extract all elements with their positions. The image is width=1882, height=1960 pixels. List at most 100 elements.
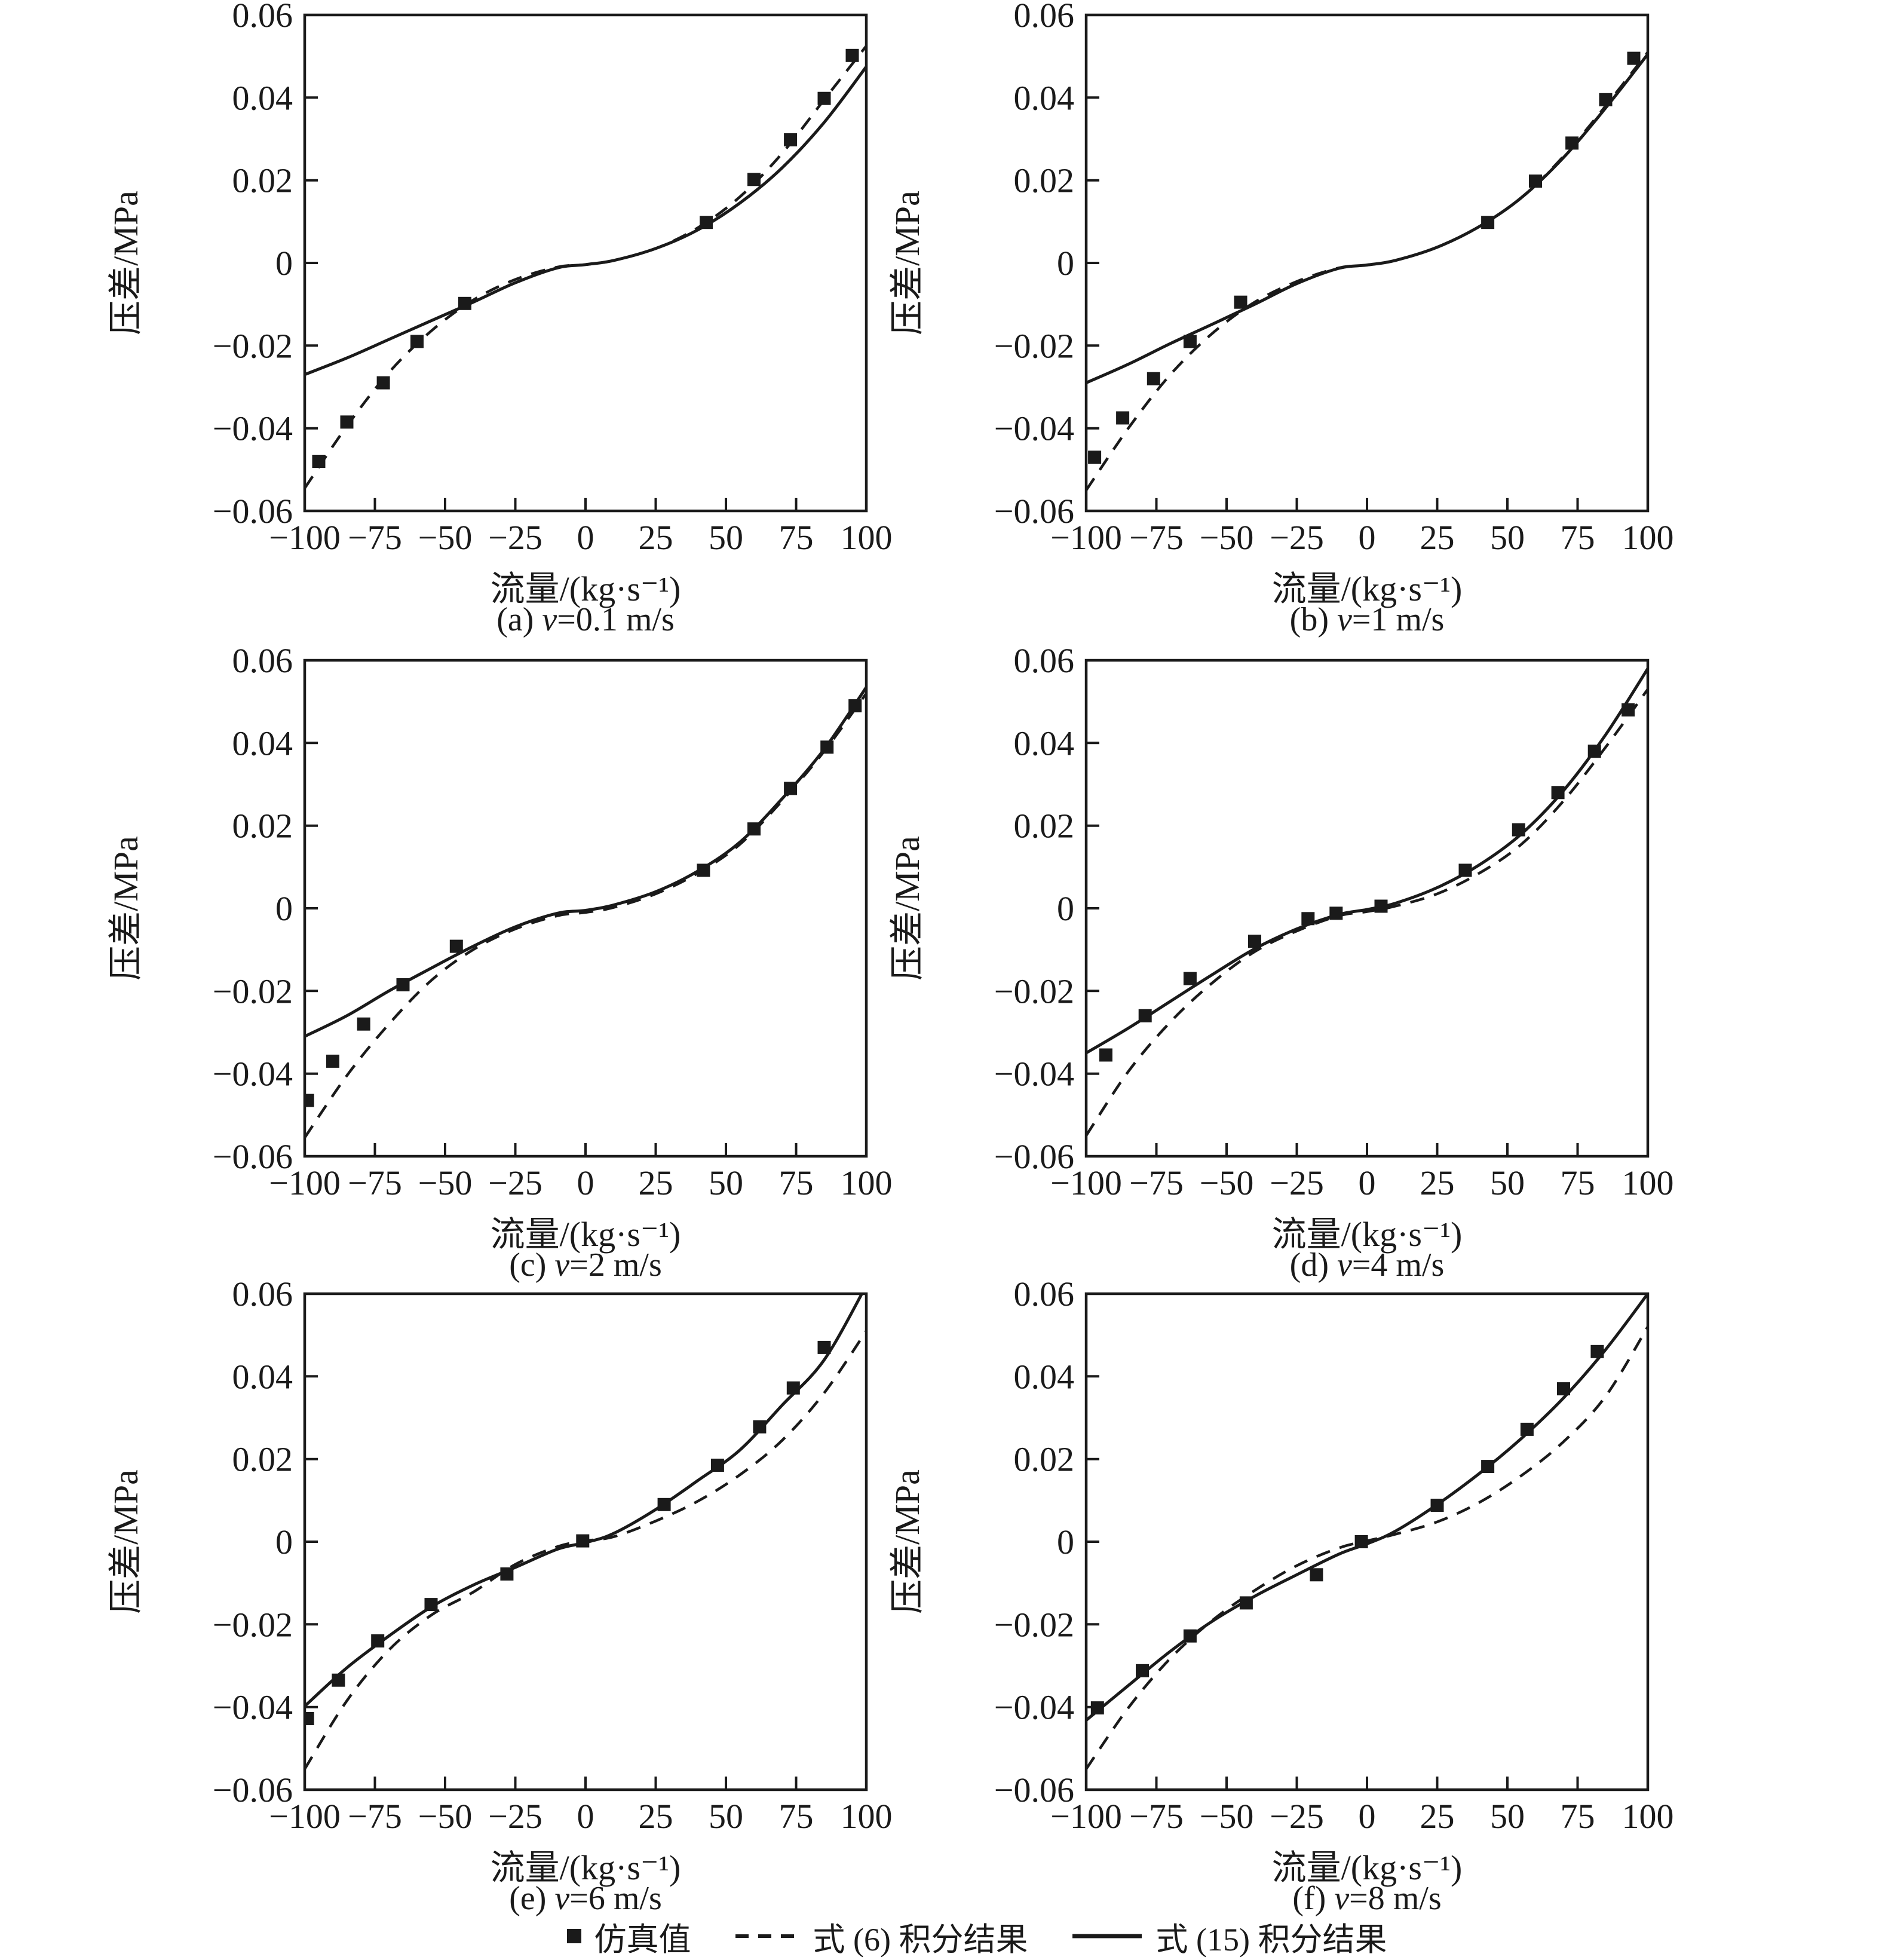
x-tick-label: 0 [1359,1797,1376,1836]
curve-eq6-dashed [1086,688,1648,1137]
y-tick-label: 0 [1057,889,1074,928]
caption-a: (a) v=0.1 m/s [496,601,675,638]
sim-marker [1481,1460,1495,1474]
x-tick-label: −25 [1270,1797,1324,1836]
x-tick-label: 100 [841,1163,893,1202]
y-tick-label: −0.04 [213,1055,293,1094]
caption-variable: v [1334,1880,1349,1917]
x-tick-label: 75 [779,1163,814,1202]
sim-marker [1147,372,1160,385]
x-tick-label: 75 [1561,1163,1595,1202]
x-tick-label: −50 [418,1797,473,1836]
sim-marker [657,1497,671,1511]
sim-marker [1590,1345,1604,1358]
x-axis-label: 流量/(kg·s⁻¹) [1272,1215,1463,1254]
sim-marker [1512,823,1525,837]
x-tick-label: −50 [418,1163,473,1202]
x-tick-label: 75 [779,1797,814,1836]
y-tick-label: 0.02 [1014,161,1075,200]
panel-a: (a) v=0.1 m/s −100 −75 −50 −25 0 25 50 75 100 −0.… [90,0,893,642]
y-tick-label: −0.06 [213,492,293,531]
plot-area-d: −100 −75 −50 −25 0 25 50 75 100 −0.06 −0.04 −0.02 0 0… [888,645,1674,1254]
sim-marker [1329,906,1343,920]
y-tick-label: −0.02 [994,1605,1074,1644]
curve-eq15-solid [1086,667,1648,1055]
y-tick-label: 0.06 [1014,645,1075,680]
legend-label-eq6: 式 (6) 积分结果 [813,1921,1028,1958]
simulation-markers [305,1340,831,1725]
x-tick-label: 100 [1622,1797,1674,1836]
x-tick-label: −50 [1200,518,1254,557]
solid-line-swatch [1072,1934,1142,1938]
x-tick-label: −100 [1050,518,1122,557]
caption-value: =0.1 m/s [557,601,675,638]
caption-variable: v [542,601,557,638]
panel-e: (e) v=6 m/s −100 −75 −50 −25 0 25 50 75 100 −0.06… [90,1279,893,1921]
y-tick-label: 0 [275,1523,293,1561]
y-tick-label: 0.04 [232,724,293,762]
x-tick-label: −25 [488,1163,542,1202]
x-tick-label: −75 [1129,518,1184,557]
sim-marker [845,48,859,62]
sim-marker [1301,912,1315,926]
x-tick-label: 50 [709,518,743,557]
sim-marker [312,455,326,468]
simulation-markers [1090,1345,1604,1715]
x-axis-label: 流量/(kg·s⁻¹) [491,569,681,608]
x-tick-label: −50 [1200,1797,1254,1836]
y-axis-label: 压差/MPa [888,1469,927,1614]
x-tick-label: 75 [1561,1797,1595,1836]
sim-marker [1627,51,1641,65]
panel-f: (f) v=8 m/s −100 −75 −50 −25 0 25 50 75 100 −0.06… [871,1279,1675,1921]
sim-marker [340,415,354,429]
caption-index: (b) [1290,601,1337,638]
simulation-markers [1099,703,1635,1062]
chart-c: (c) v=2 m/s −100 −75 −50 −25 0 25 50 75 100 −0.06… [106,645,893,1284]
legend-item-eq6: 式 (6) 积分结果 [734,1913,1028,1960]
x-tick-label: 50 [1490,518,1525,557]
x-tick-label: −100 [1050,1163,1122,1202]
plot-area-a: −100 −75 −50 −25 0 25 50 75 100 −0.06 −0.04 −0.02 0 0… [106,0,893,608]
x-tick-label: −100 [1050,1797,1122,1836]
sim-marker [424,1598,438,1612]
caption-value: =8 m/s [1349,1880,1442,1917]
y-tick-label: 0.02 [1014,807,1075,846]
sim-marker [1239,1596,1253,1610]
caption-variable: v [1337,601,1352,638]
y-tick-label: −0.04 [994,1688,1074,1727]
x-tick-label: 0 [1359,1163,1376,1202]
panel-c: (c) v=2 m/s −100 −75 −50 −25 0 25 50 75 100 −0.06… [90,645,893,1288]
sim-marker [396,978,410,991]
x-tick-label: −25 [488,1797,542,1836]
caption-f: (f) v=8 m/s [1292,1880,1441,1917]
curve-eq15-solid [305,686,866,1038]
sim-marker [1090,1701,1104,1715]
x-tick-label: 50 [1490,1163,1525,1202]
y-tick-label: −0.06 [213,1137,293,1176]
sim-marker [1622,703,1635,716]
sim-marker [700,216,713,229]
caption-value: =6 m/s [569,1880,662,1917]
sim-marker [1354,1535,1368,1548]
sim-marker [1234,295,1247,309]
sim-marker [371,1634,385,1647]
sim-marker [697,863,710,877]
sim-marker [410,335,424,348]
sim-marker [1565,136,1579,150]
curve-eq6-dashed [305,1330,866,1770]
y-tick-label: 0.04 [232,78,293,117]
x-tick-label: 25 [639,518,673,557]
legend-label-eq15: 式 (15) 积分结果 [1155,1921,1387,1958]
sim-marker [817,1340,831,1354]
sim-marker [1183,972,1197,985]
sim-marker [500,1567,514,1581]
y-tick-label: −0.04 [994,1055,1074,1094]
x-axis-label: 流量/(kg·s⁻¹) [1272,1848,1463,1887]
sim-marker [376,376,390,390]
sim-marker [1310,1568,1323,1582]
y-tick-label: 0.02 [232,807,293,846]
y-tick-label: 0.02 [232,161,293,200]
x-tick-label: −100 [269,1163,341,1202]
x-tick-label: 100 [841,1797,893,1836]
caption-index: (f) [1292,1880,1334,1917]
